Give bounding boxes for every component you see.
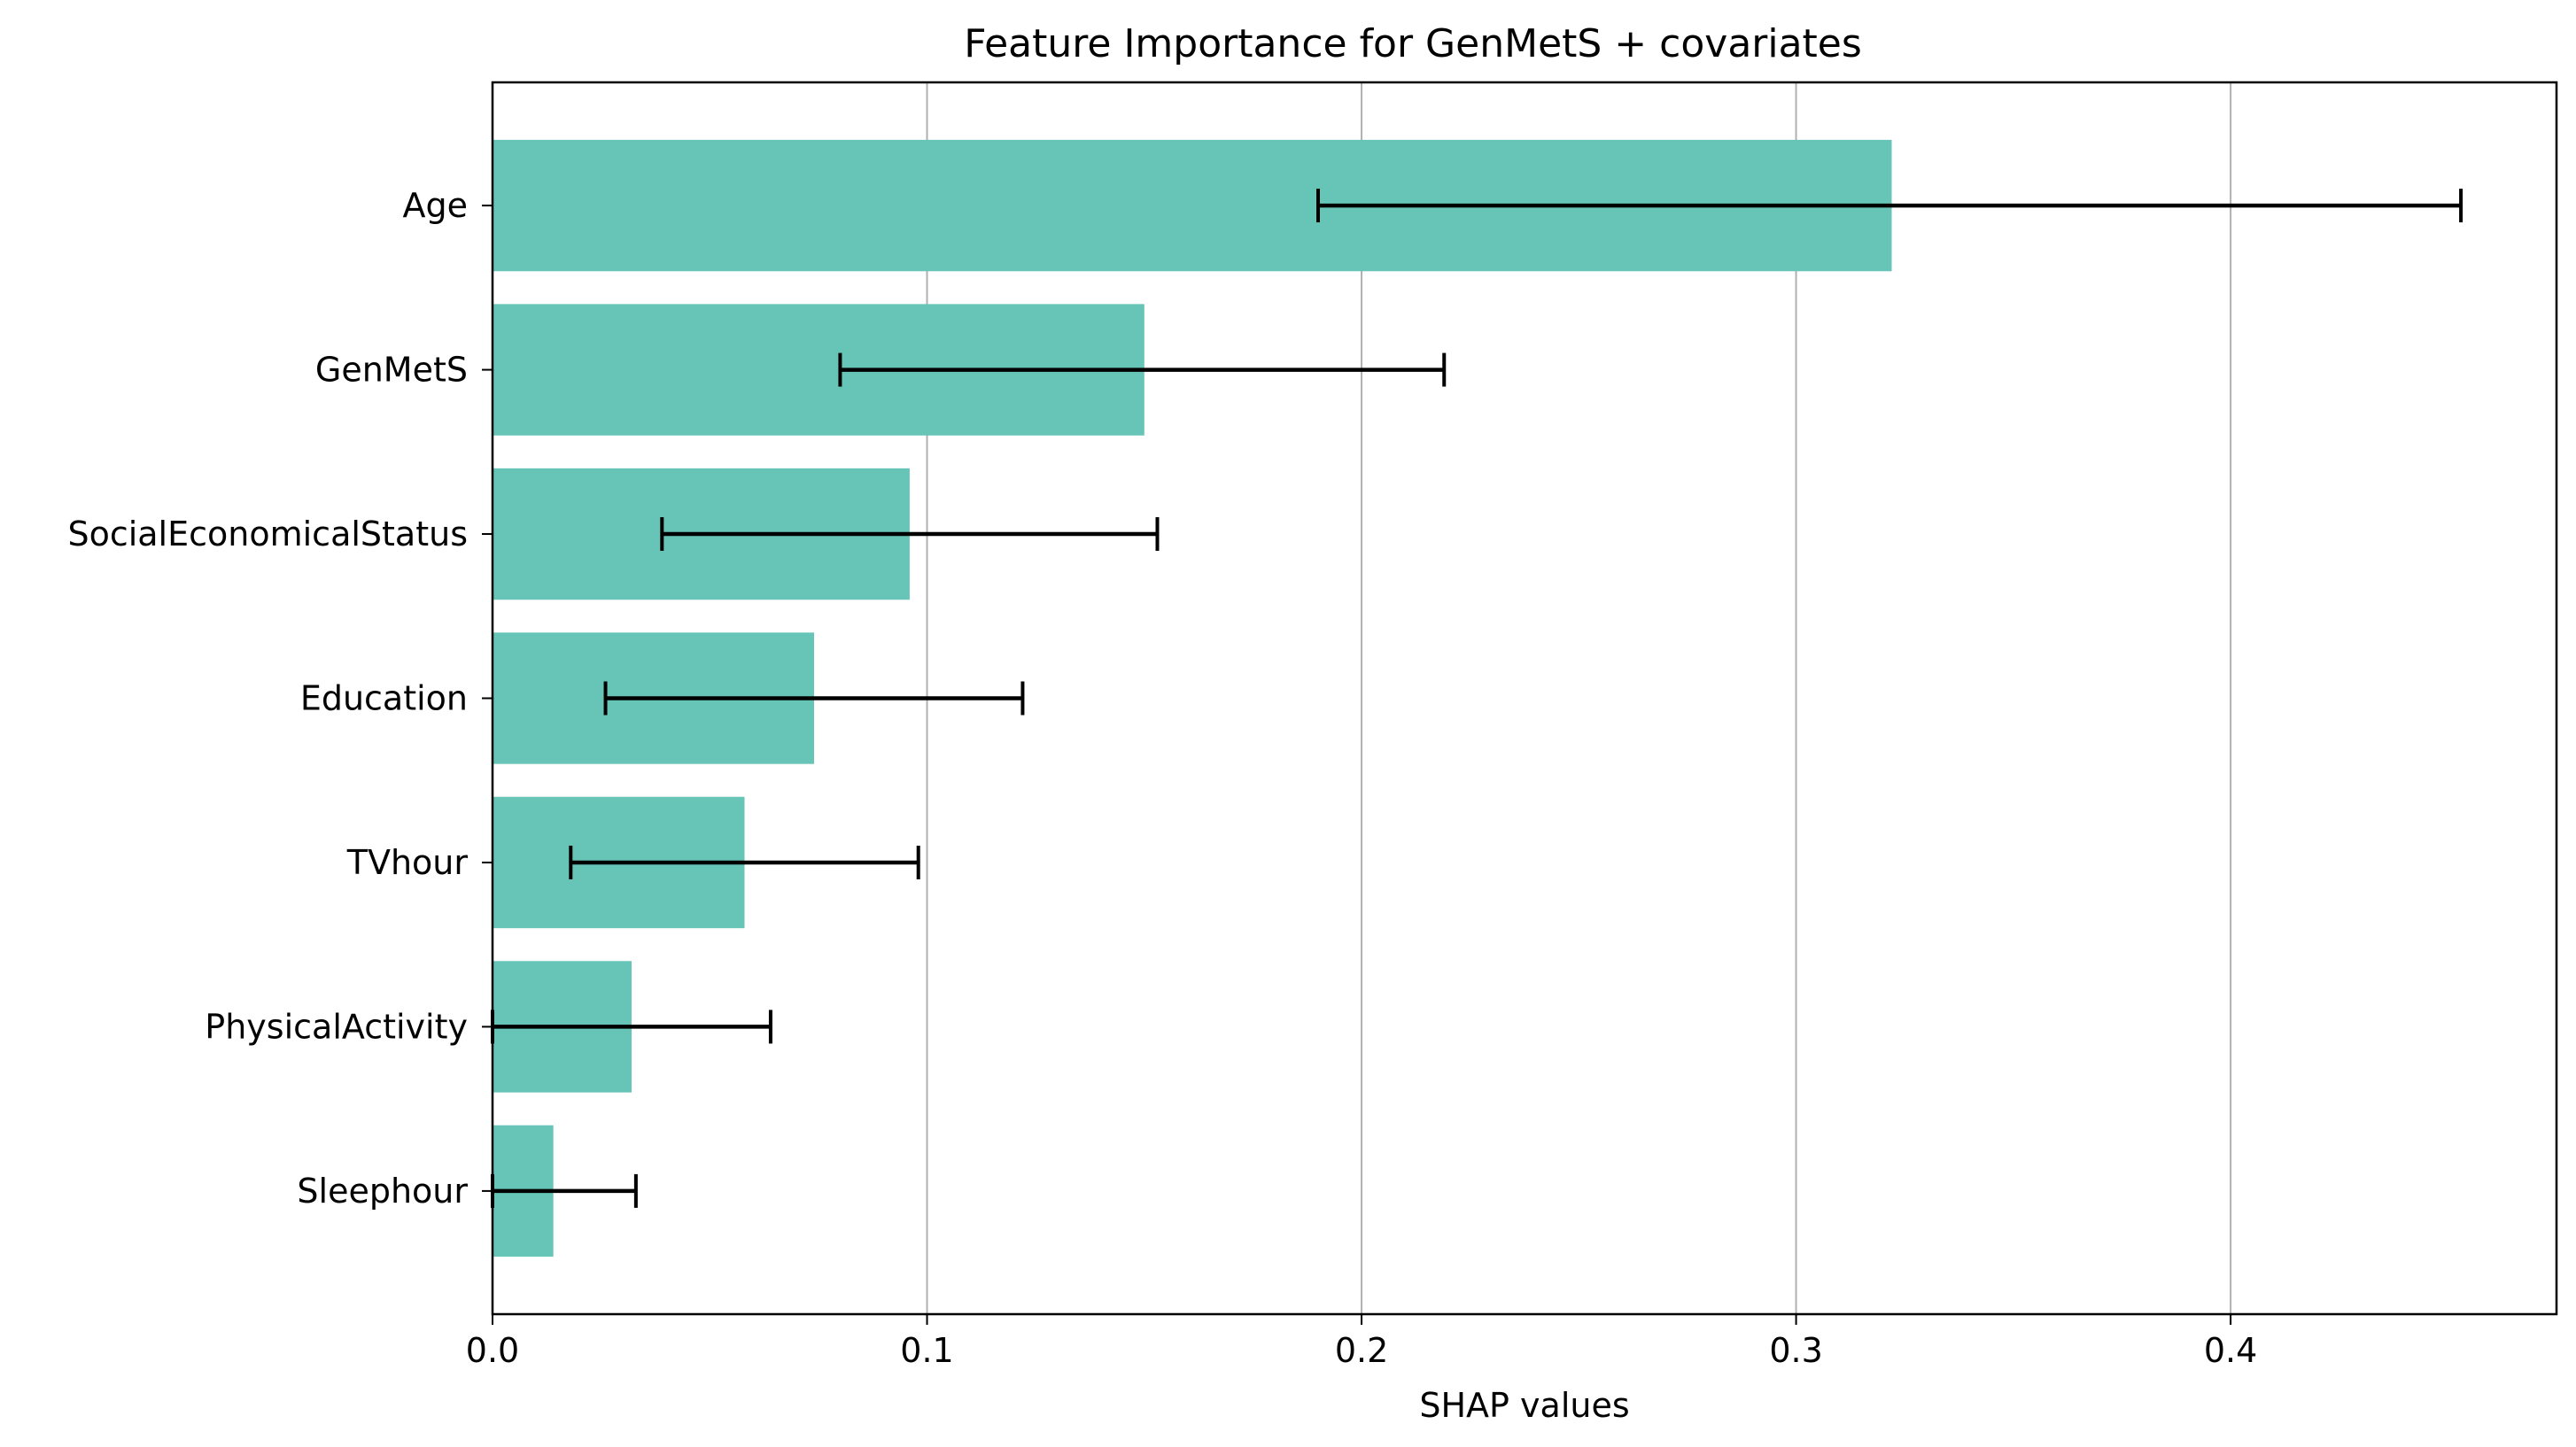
y-axis-ticks: Age GenMetS SocialEconomicalStatus Educatio… xyxy=(67,186,493,1211)
x-axis-label: SHAP values xyxy=(1419,1386,1629,1425)
x-tick-label: 0.3 xyxy=(1769,1331,1822,1370)
x-tick-label: 0.2 xyxy=(1335,1331,1388,1370)
x-tick-label: 0.1 xyxy=(900,1331,953,1370)
y-tick-label: TVhour xyxy=(346,843,469,882)
y-tick-label: Age xyxy=(403,186,469,225)
error-bar-Education xyxy=(603,681,1025,716)
x-axis-ticks: 0.0 0.1 0.2 0.3 0.4 xyxy=(466,1314,2257,1370)
error-bar-GenMetS xyxy=(838,352,1447,387)
x-tick-label: 0.4 xyxy=(2204,1331,2257,1370)
error-bar-SocialEconomicalStatus xyxy=(660,517,1160,552)
error-bar-layer xyxy=(491,189,2463,1208)
y-tick-label: PhysicalActivity xyxy=(205,1007,468,1046)
x-tick-label: 0.0 xyxy=(466,1331,519,1370)
error-bar-TVhour xyxy=(569,845,920,879)
y-tick-label: SocialEconomicalStatus xyxy=(67,515,468,553)
chart-title: Feature Importance for GenMetS + covaria… xyxy=(964,21,1862,66)
y-tick-label: Sleephour xyxy=(297,1172,468,1211)
y-tick-label: GenMetS xyxy=(315,351,468,390)
y-tick-label: Education xyxy=(300,679,468,718)
error-bar-Age xyxy=(1316,189,2463,223)
